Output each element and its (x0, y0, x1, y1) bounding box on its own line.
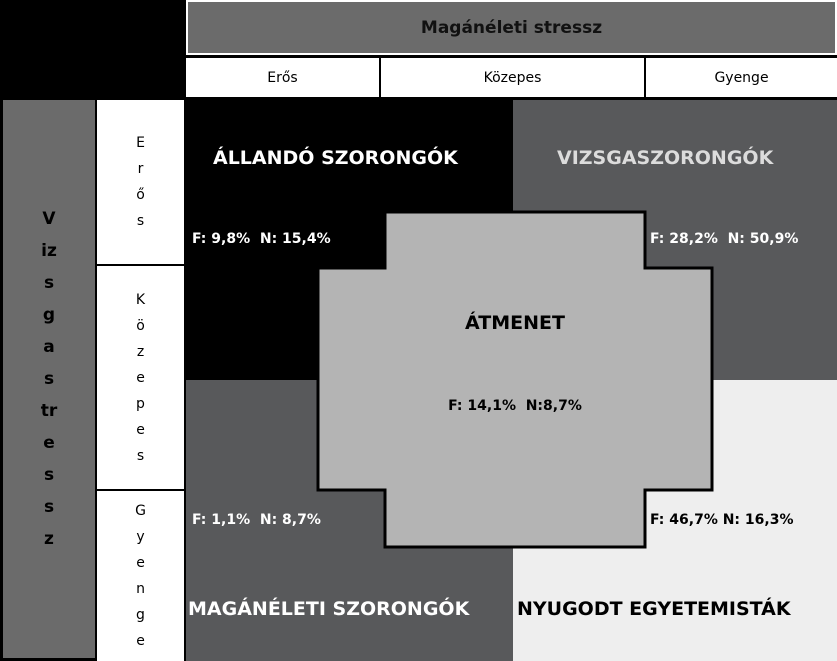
quadrant-stat: F: 28,2% N: 50,9% (650, 231, 799, 247)
side-title: Vizsgastressz (40, 209, 58, 549)
side-panel: Vizsgastressz (3, 100, 95, 658)
quadrant-label: NYUGODT EGYETEMISTÁK (517, 598, 791, 620)
header-title: Magánéleti stressz (186, 0, 837, 55)
cross (316, 210, 714, 549)
row-cell: Gyenge (97, 491, 184, 661)
quadrant-stat: F: 1,1% N: 8,7% (192, 512, 321, 528)
column-label: Erős (186, 58, 379, 97)
row-label: Gyenge (135, 503, 146, 649)
row-cell: Erős (97, 100, 184, 264)
quadrant-label: VIZSGASZORONGÓK (557, 147, 774, 169)
row-label: Erős (136, 135, 145, 229)
quadrant-stat: F: 9,8% N: 15,4% (192, 231, 331, 247)
corner (0, 0, 186, 100)
center-stat: F: 14,1% N:8,7% (448, 398, 582, 414)
quadrant-label: ÁLLANDÓ SZORONGÓK (213, 147, 458, 169)
row-label: Közepes (135, 291, 146, 464)
center-label: ÁTMENET (465, 312, 565, 334)
quadrant-stat: F: 46,7% N: 16,3% (650, 512, 794, 528)
quadrant-label: MAGÁNÉLETI SZORONGÓK (188, 598, 470, 620)
column-label: Gyenge (646, 58, 837, 97)
row-cell: Közepes (97, 266, 184, 489)
column-label: Közepes (381, 58, 644, 97)
